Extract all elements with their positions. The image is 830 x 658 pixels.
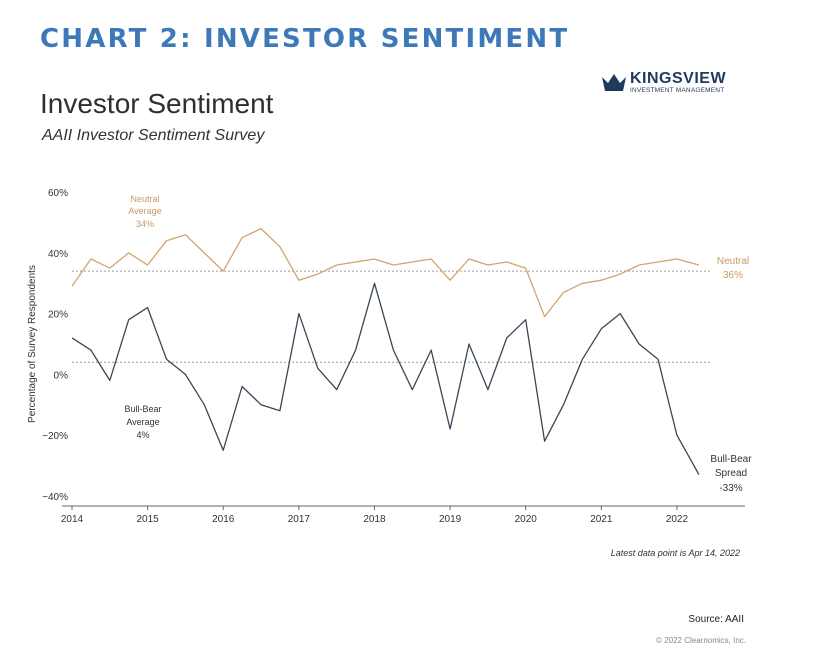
y-axis-label: Percentage of Survey Respondents xyxy=(27,265,38,423)
source-label: Source: AAII xyxy=(688,614,744,625)
spread-average-annotation: 4% xyxy=(136,430,149,440)
kingsview-logo: KINGSVIEW INVESTMENT MANAGEMENT xyxy=(600,70,726,100)
copyright-label: © 2022 Clearnomics, Inc. xyxy=(656,636,746,645)
x-tick-label: 2018 xyxy=(363,514,386,525)
spread-latest-annotation: Bull-Bear xyxy=(710,454,752,465)
x-tick-label: 2017 xyxy=(288,514,311,525)
x-tick-label: 2015 xyxy=(136,514,159,525)
y-tick-label: −20% xyxy=(42,431,68,442)
chart-title: Investor Sentiment xyxy=(40,88,274,119)
logo-tagline: INVESTMENT MANAGEMENT xyxy=(630,87,725,94)
x-tick-label: 2022 xyxy=(666,514,689,525)
spread-average-annotation: Average xyxy=(126,417,159,427)
logo-name: KINGSVIEW xyxy=(630,70,727,87)
crown-icon xyxy=(602,74,626,91)
y-tick-label: 20% xyxy=(48,310,68,321)
header-title: CHART 2: INVESTOR SENTIMENT xyxy=(40,24,570,54)
y-tick-label: 40% xyxy=(48,249,68,260)
latest-data-note: Latest data point is Apr 14, 2022 xyxy=(610,548,740,558)
bull-bear-spread-line xyxy=(71,282,700,475)
neutral-latest-annotation: Neutral xyxy=(717,256,749,267)
neutral-series-line xyxy=(71,227,700,318)
x-tick-label: 2020 xyxy=(515,514,538,525)
neutral-latest-annotation: 36% xyxy=(723,270,743,281)
x-tick-label: 2014 xyxy=(61,514,84,525)
spread-average-annotation: Bull-Bear xyxy=(124,404,161,414)
neutral-average-annotation: 34% xyxy=(136,219,154,229)
neutral-average-annotation: Neutral xyxy=(130,194,159,204)
spread-latest-annotation: -33% xyxy=(719,483,742,494)
x-tick-label: 2021 xyxy=(590,514,613,525)
y-tick-label: 60% xyxy=(48,188,68,199)
chart-subtitle: AAII Investor Sentiment Survey xyxy=(42,127,265,144)
y-tick-label: −40% xyxy=(42,492,68,503)
y-tick-label: 0% xyxy=(54,370,69,381)
x-tick-label: 2019 xyxy=(439,514,462,525)
spread-latest-annotation: Spread xyxy=(715,468,747,479)
neutral-average-annotation: Average xyxy=(128,206,161,216)
x-tick-label: 2016 xyxy=(212,514,235,525)
